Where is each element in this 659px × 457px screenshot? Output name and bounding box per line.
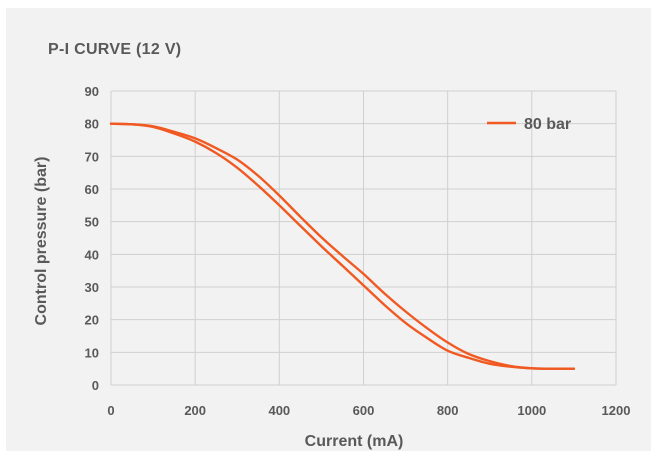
- tick-labels: 0 10 20 30 40 50 60 70 80 90 0 200 400 600 800 1000 1200: [85, 84, 631, 418]
- series-layer: [109, 122, 576, 370]
- series-80-bar-upper-branch: [109, 122, 576, 370]
- legend-label-80-bar: 80 bar: [524, 116, 571, 133]
- y-tick-label-0: 0: [92, 378, 99, 393]
- y-tick-label-20: 20: [85, 313, 99, 328]
- y-tick-label-90: 90: [85, 84, 99, 99]
- grid-layer: [110, 90, 617, 386]
- x-tick-label-1000: 1000: [517, 403, 546, 418]
- legend: 80 bar: [487, 116, 571, 133]
- x-tick-label-1200: 1200: [602, 403, 631, 418]
- y-tick-label-10: 10: [85, 345, 99, 360]
- y-tick-label-30: 30: [85, 280, 99, 295]
- y-axis-title: Control pressure (bar): [33, 157, 50, 326]
- y-tick-label-80: 80: [85, 117, 99, 132]
- y-tick-label-50: 50: [85, 215, 99, 230]
- x-tick-label-800: 800: [437, 403, 459, 418]
- y-tick-label-60: 60: [85, 182, 99, 197]
- chart-svg: 0 10 20 30 40 50 60 70 80 90 0 200 400 600 800 1000 1200…: [33, 84, 631, 450]
- x-tick-label-400: 400: [268, 403, 290, 418]
- series-80-bar-lower-branch: [109, 122, 576, 370]
- x-tick-label-0: 0: [107, 403, 114, 418]
- chart-panel: 0 10 20 30 40 50 60 70 80 90 0 200 400 600 800 1000 1200…: [6, 8, 651, 451]
- chart-title: P-I CURVE (12 V): [48, 41, 182, 58]
- x-tick-label-200: 200: [184, 403, 206, 418]
- x-tick-label-600: 600: [353, 403, 375, 418]
- x-axis-title: Current (mA): [305, 433, 404, 450]
- y-tick-label-40: 40: [85, 247, 99, 262]
- y-tick-label-70: 70: [85, 149, 99, 164]
